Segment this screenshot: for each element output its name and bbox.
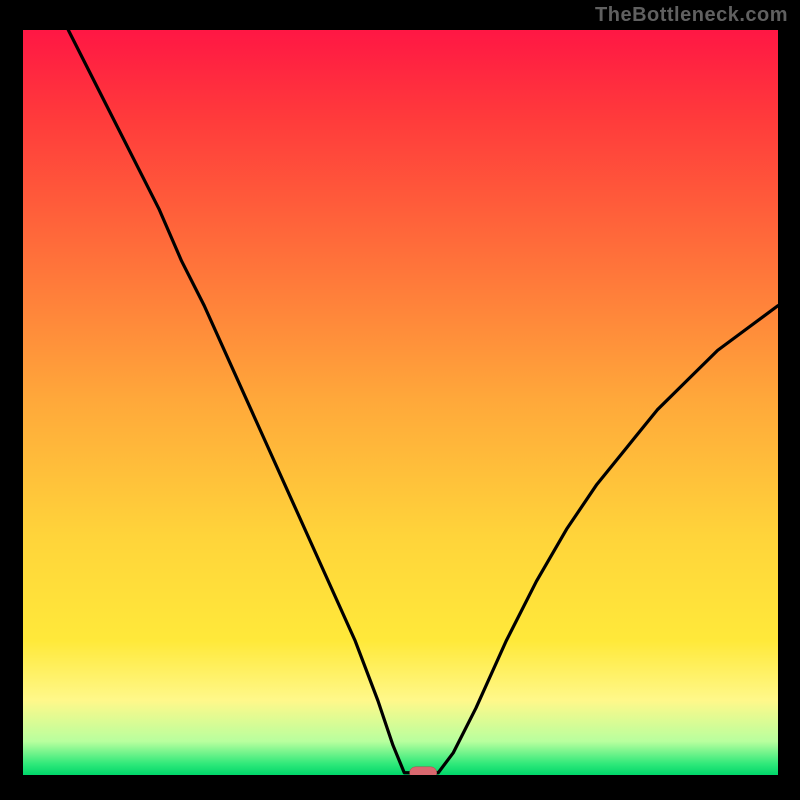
bottleneck-curve-chart bbox=[23, 30, 778, 775]
optimal-point-marker bbox=[410, 767, 437, 775]
watermark-text: TheBottleneck.com bbox=[595, 4, 788, 27]
chart-stage: TheBottleneck.com bbox=[0, 0, 800, 800]
